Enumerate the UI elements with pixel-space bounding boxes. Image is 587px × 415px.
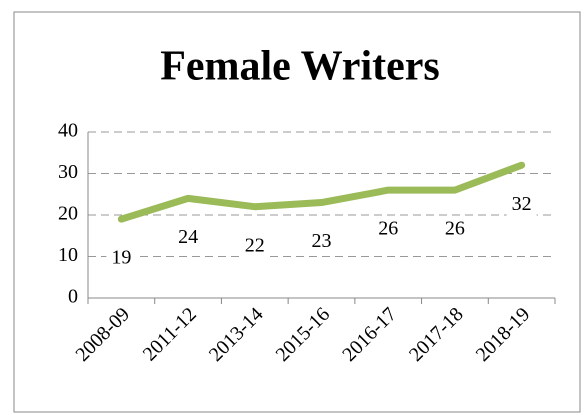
data-label: 19 <box>111 247 131 269</box>
data-label-bg <box>439 218 470 243</box>
data-label-bg <box>239 234 270 259</box>
data-label-bg <box>106 247 137 272</box>
y-tick-label: 30 <box>58 161 78 183</box>
data-label: 24 <box>178 226 198 248</box>
data-label: 26 <box>445 218 465 240</box>
chart-border <box>13 11 581 413</box>
y-tick-label: 40 <box>58 120 78 142</box>
y-tick-label: 20 <box>58 203 78 225</box>
data-line <box>117 161 526 223</box>
data-label: 32 <box>512 193 532 215</box>
chart-title: Female Writers <box>160 44 440 90</box>
data-label: 26 <box>378 218 398 240</box>
data-label-bg <box>506 193 537 218</box>
data-label-bg <box>173 226 204 251</box>
data-label-bg <box>373 218 404 243</box>
y-tick-label: 0 <box>68 286 78 308</box>
data-label: 23 <box>312 230 332 252</box>
data-label-bg <box>306 230 337 255</box>
data-label: 22 <box>245 234 265 256</box>
y-tick-label: 10 <box>58 244 78 266</box>
